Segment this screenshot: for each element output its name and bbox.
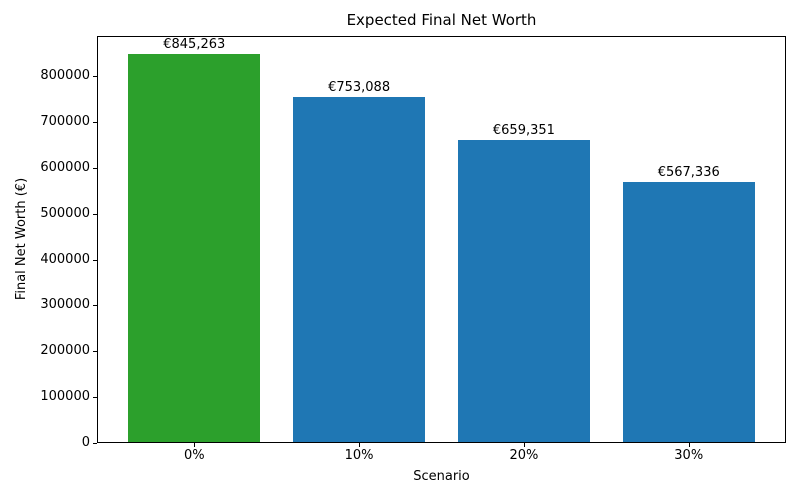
y-tick-label: 800000	[40, 68, 90, 84]
y-tick-label: 600000	[40, 159, 90, 175]
y-tick-label: 0	[81, 435, 90, 450]
bar-value-label: €567,336	[657, 164, 720, 180]
x-tick-label: 30%	[674, 448, 704, 463]
plot-area	[97, 36, 786, 443]
bar-0%	[128, 54, 261, 442]
y-tick-label: 400000	[40, 251, 90, 267]
y-tick-mark	[93, 121, 97, 123]
x-tick-label: 0%	[183, 448, 205, 463]
x-tick-mark	[194, 443, 196, 447]
y-tick-label: 100000	[40, 389, 90, 405]
x-tick-mark	[523, 443, 525, 447]
y-tick-mark	[93, 213, 97, 215]
y-axis-label: Final Net Worth (€)	[14, 177, 29, 301]
bar-value-label: €659,351	[492, 122, 555, 138]
y-tick-mark	[93, 76, 97, 78]
x-tick-mark	[688, 443, 690, 447]
bar-30%	[622, 181, 755, 442]
chart-title: Expected Final Net Worth	[346, 11, 537, 29]
y-tick-mark	[93, 305, 97, 307]
bar-value-label: €753,088	[328, 79, 391, 95]
bar-10%	[293, 96, 425, 442]
y-tick-label: 500000	[40, 205, 90, 221]
y-tick-mark	[93, 351, 97, 353]
y-tick-label: 200000	[40, 343, 90, 359]
x-tick-mark	[359, 443, 361, 447]
bar-value-label: €845,263	[163, 37, 226, 53]
x-tick-label: 20%	[509, 448, 539, 463]
y-tick-mark	[93, 443, 97, 444]
y-tick-mark	[93, 167, 97, 169]
y-tick-label: 300000	[40, 297, 90, 313]
y-tick-label: 700000	[40, 113, 90, 129]
x-axis-label: Scenario	[413, 469, 470, 484]
y-tick-mark	[93, 397, 97, 399]
bar-20%	[457, 139, 590, 442]
y-tick-mark	[93, 259, 97, 261]
x-tick-label: 10%	[344, 448, 374, 463]
